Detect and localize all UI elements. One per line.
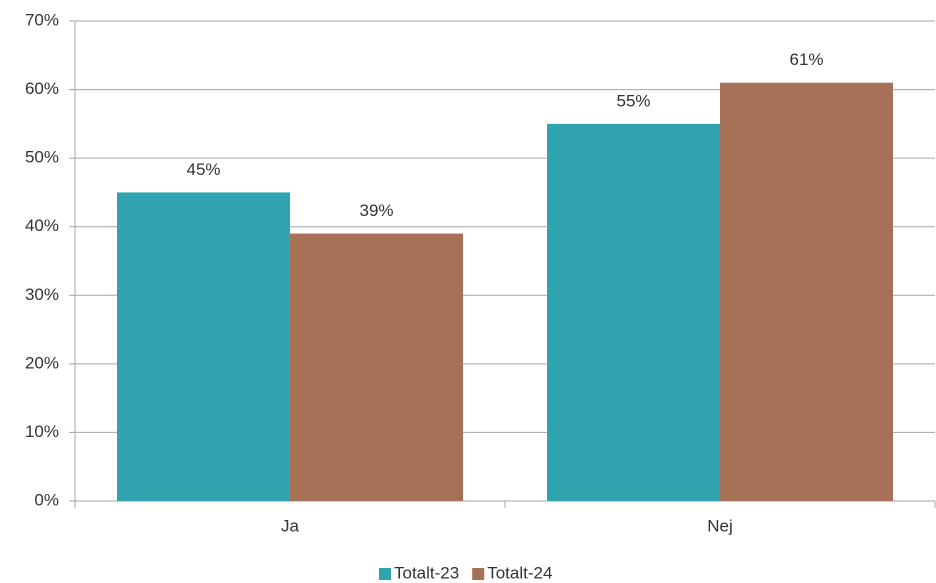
x-tick-label: Nej: [707, 516, 733, 535]
bar: [720, 82, 893, 501]
y-tick-label: 60%: [25, 79, 59, 98]
legend-label: Totalt-23: [394, 563, 459, 582]
data-label: 45%: [186, 160, 220, 179]
data-label: 55%: [616, 91, 650, 110]
bar: [547, 123, 720, 501]
legend-swatch: [472, 568, 485, 580]
y-tick-label: 50%: [25, 148, 59, 167]
y-tick-label: 20%: [25, 353, 59, 372]
bar: [290, 233, 463, 502]
data-label: 61%: [789, 50, 823, 69]
y-tick-label: 10%: [25, 422, 59, 441]
y-tick-label: 70%: [25, 10, 59, 29]
y-tick-label: 0%: [34, 490, 59, 509]
y-tick-label: 40%: [25, 216, 59, 235]
data-label: 39%: [359, 201, 393, 220]
y-tick-label: 30%: [25, 285, 59, 304]
bar: [117, 192, 290, 501]
x-tick-label: Ja: [281, 516, 300, 535]
legend-swatch: [379, 568, 391, 580]
legend-label: Totalt-24: [487, 563, 552, 582]
